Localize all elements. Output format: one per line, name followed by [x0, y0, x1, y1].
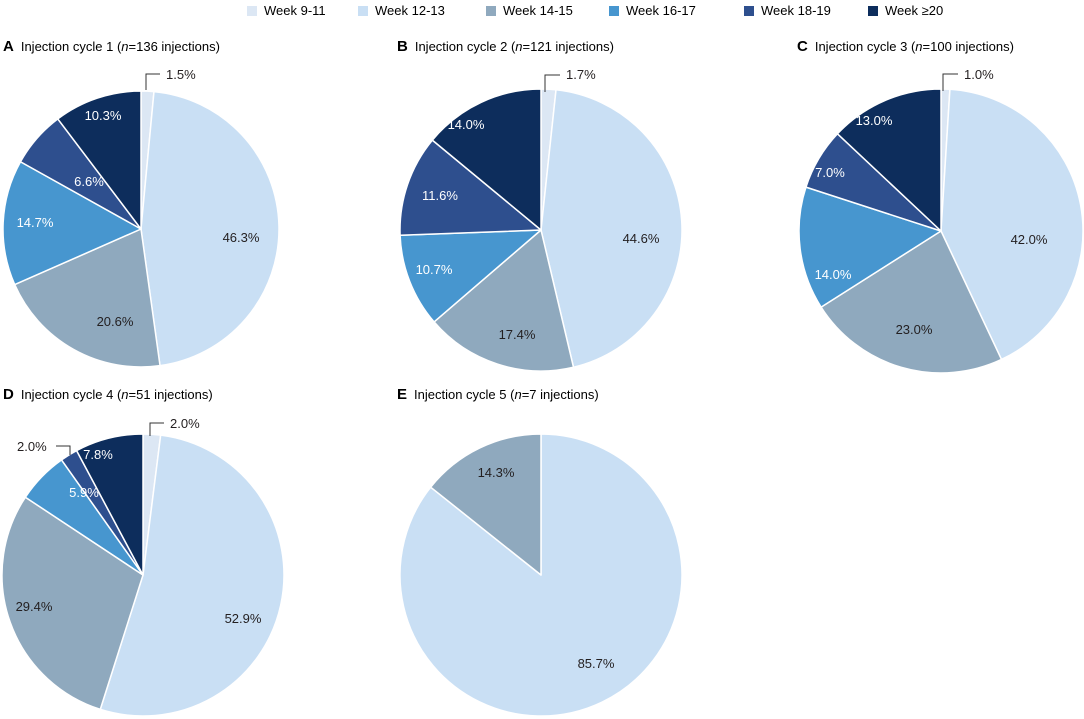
data-label-week-16-17: 14.7%: [17, 215, 54, 230]
slice-week-12-13: [940, 88, 1084, 361]
legend-label-week-16-17: Week 16-17: [626, 3, 696, 18]
pie-panel-e: E Injection cycle 5 (n=7 injections) 85.7%…: [397, 386, 683, 717]
panel-title-n: n: [121, 39, 128, 54]
panel-title: E Injection cycle 5 (n=7 injections): [397, 386, 599, 403]
label-leader-line: [56, 445, 71, 455]
data-label-week-14-15: 23.0%: [896, 322, 933, 337]
data-label-week-18-19: 6.6%: [74, 174, 104, 189]
data-label-week-16-17: 14.0%: [815, 267, 852, 282]
slice-week-16-17: [2, 161, 142, 286]
data-label-week-14-15: 20.6%: [97, 314, 134, 329]
panel-title-prefix: Injection cycle 5 (: [414, 387, 515, 402]
slice-week-ge20: [75, 433, 144, 576]
data-label-week-9-11: 1.0%: [964, 67, 994, 82]
legend-label-week-18-19: Week 18-19: [761, 3, 831, 18]
panel-title-prefix: Injection cycle 4 (: [21, 387, 122, 402]
data-label-week-16-17: 10.7%: [416, 262, 453, 277]
data-label-week-14-15: 29.4%: [16, 599, 53, 614]
data-label-week-18-19: 7.0%: [815, 165, 845, 180]
legend-swatch-week-14-15: [486, 6, 496, 16]
slice-week-ge20: [431, 88, 542, 231]
panel-title-suffix: =7 injections): [522, 387, 599, 402]
slice-week-16-17: [798, 186, 942, 308]
data-label-week-ge20: 10.3%: [85, 108, 122, 123]
pie-panel-c: C Injection cycle 3 (n=100 injections) 1.0…: [797, 38, 1084, 374]
data-label-week-9-11: 2.0%: [170, 416, 200, 431]
pie-panel-b: B Injection cycle 2 (n=121 injections) 1.7…: [397, 38, 683, 372]
data-label-week-16-17: 5.9%: [69, 485, 99, 500]
legend-swatch-week-9-11: [247, 6, 257, 16]
data-label-week-12-13: 42.0%: [1011, 232, 1048, 247]
panel-title-prefix: Injection cycle 2 (: [415, 39, 516, 54]
legend-label-week-14-15: Week 14-15: [503, 3, 573, 18]
slice-week-14-15: [1, 496, 144, 711]
panel-title-n: n: [515, 39, 522, 54]
data-label-week-12-13: 46.3%: [223, 230, 260, 245]
slice-week-12-13: [99, 434, 285, 717]
panel-title-suffix: =51 injections): [129, 387, 213, 402]
panel-title-suffix: =136 injections): [129, 39, 220, 54]
label-leader-line: [145, 73, 160, 90]
legend-swatch-week-12-13: [358, 6, 368, 16]
slice-week-18-19: [399, 139, 542, 237]
data-label-week-ge20: 7.8%: [83, 447, 113, 462]
data-label-week-18-19: 2.0%: [17, 439, 47, 454]
label-leader-line: [149, 422, 164, 436]
pie-panel-d: D Injection cycle 4 (n=51 injections) 2.0%…: [1, 386, 285, 717]
data-label-week-14-15: 14.3%: [478, 465, 515, 480]
label-leader-line: [942, 73, 958, 91]
legend-label-week-9-11: Week 9-11: [264, 3, 326, 18]
label-leader-line: [544, 74, 560, 92]
data-label-week-9-11: 1.5%: [166, 67, 196, 82]
slice-week-14-15: [13, 228, 161, 368]
panel-title-n: n: [915, 39, 922, 54]
panel-title: C Injection cycle 3 (n=100 injections): [797, 38, 1014, 55]
data-label-week-ge20: 14.0%: [448, 117, 485, 132]
panel-title-suffix: =121 injections): [523, 39, 614, 54]
panel-title-n: n: [514, 387, 521, 402]
legend-swatch-week-ge20: [868, 6, 878, 16]
legend-label-week-12-13: Week 12-13: [375, 3, 445, 18]
data-label-week-12-13: 52.9%: [225, 611, 262, 626]
data-label-week-18-19: 11.6%: [422, 188, 458, 203]
legend: Week 9-11 Week 12-13 Week 14-15 Week 16-17 W…: [247, 3, 943, 18]
slice-week-14-15: [433, 229, 575, 372]
panel-title-prefix: Injection cycle 1 (: [21, 39, 122, 54]
panel-letter: D: [3, 386, 14, 403]
panel-letter: A: [3, 38, 14, 55]
slice-week-14-15: [429, 433, 542, 576]
slice-week-ge20: [57, 90, 142, 230]
slice-week-16-17: [399, 229, 542, 323]
panel-letter: B: [397, 38, 408, 55]
panel-title: A Injection cycle 1 (n=136 injections): [3, 38, 220, 55]
panel-title: D Injection cycle 4 (n=51 injections): [3, 386, 213, 403]
legend-label-week-ge20: Week ≥20: [885, 3, 943, 18]
slice-week-12-13: [140, 90, 280, 367]
data-label-week-14-15: 17.4%: [499, 327, 536, 342]
panel-letter: C: [797, 38, 808, 55]
panel-title: B Injection cycle 2 (n=121 injections): [397, 38, 614, 55]
pie-panels: A Injection cycle 1 (n=136 injections)1.5…: [1, 38, 1084, 717]
panel-letter: E: [397, 386, 407, 403]
data-label-week-12-13: 85.7%: [578, 656, 615, 671]
data-label-week-12-13: 44.6%: [623, 231, 660, 246]
data-label-week-9-11: 1.7%: [566, 67, 596, 82]
data-label-week-ge20: 13.0%: [856, 113, 893, 128]
legend-swatch-week-18-19: [744, 6, 754, 16]
panel-title-prefix: Injection cycle 3 (: [815, 39, 916, 54]
legend-swatch-week-16-17: [609, 6, 619, 16]
panel-title-suffix: =100 injections): [923, 39, 1014, 54]
slice-week-ge20: [836, 88, 942, 232]
slice-week-12-13: [540, 89, 683, 368]
slice-week-14-15: [820, 230, 1003, 374]
pie-panel-a: A Injection cycle 1 (n=136 injections) 1.5…: [2, 38, 280, 368]
panel-title-n: n: [121, 387, 128, 402]
